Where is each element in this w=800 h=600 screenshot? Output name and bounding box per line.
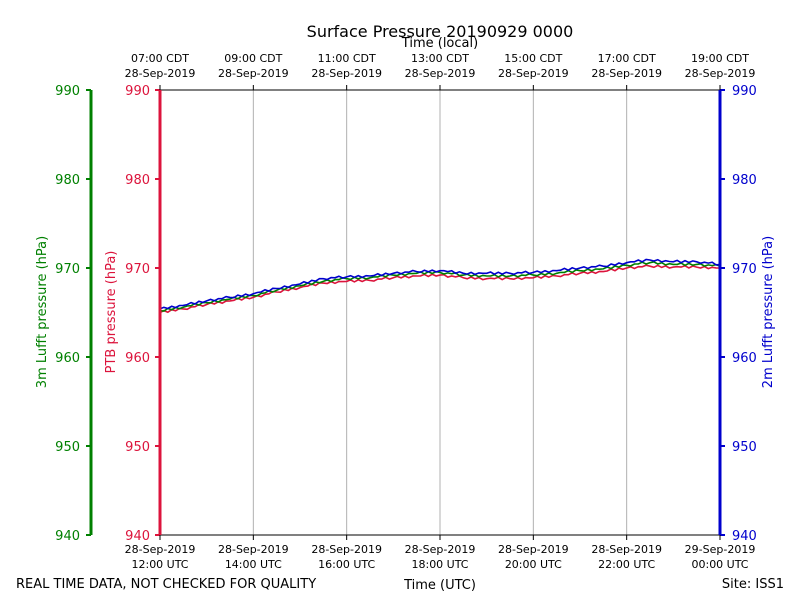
chart-title: Surface Pressure 20190929 0000 (307, 22, 574, 41)
y-axis-label-3m-lufft: 3m Lufft pressure (hPa) (35, 236, 50, 388)
top-tick-label-time: 15:00 CDT (504, 52, 562, 65)
y-tick-label-2m-lufft: 980 (732, 173, 757, 188)
x-tick-label-time: 22:00 UTC (598, 558, 655, 571)
y-tick-label-3m-lufft: 970 (55, 262, 80, 277)
series-line-3m (159, 261, 721, 312)
y-axis-label-ptb: PTB pressure (hPa) (104, 251, 119, 374)
x-tick-label-date: 28-Sep-2019 (591, 543, 662, 556)
y-tick-label-ptb: 980 (125, 173, 150, 188)
y-tick-label-ptb: 990 (125, 84, 150, 99)
y-tick-label-2m-lufft: 950 (732, 440, 757, 455)
y-tick-label-ptb: 970 (125, 262, 150, 277)
x-tick-label-time: 18:00 UTC (411, 558, 468, 571)
top-tick-label-date: 28-Sep-2019 (498, 67, 569, 80)
y-tick-label-3m-lufft: 960 (55, 351, 80, 366)
gridlines (252, 90, 628, 535)
y-tick-label-ptb: 960 (125, 351, 150, 366)
y-tick-label-ptb: 940 (125, 529, 150, 544)
x-tick-label-date: 28-Sep-2019 (125, 543, 196, 556)
y-tick-label-3m-lufft: 940 (55, 529, 80, 544)
top-tick-label-time: 19:00 CDT (691, 52, 749, 65)
x-tick-label-time: 14:00 UTC (225, 558, 282, 571)
top-tick-label-date: 28-Sep-2019 (218, 67, 289, 80)
top-tick-label-date: 28-Sep-2019 (685, 67, 756, 80)
y-tick-label-2m-lufft: 960 (732, 351, 757, 366)
y-tick-label-2m-lufft: 970 (732, 262, 757, 277)
x-tick-label-time: 00:00 UTC (691, 558, 748, 571)
y-tick-label-3m-lufft: 950 (55, 440, 80, 455)
quality-disclaimer: REAL TIME DATA, NOT CHECKED FOR QUALITY (16, 577, 316, 592)
top-tick-label-date: 28-Sep-2019 (591, 67, 662, 80)
series-line-ptb (159, 264, 721, 314)
x-tick-label-date: 28-Sep-2019 (218, 543, 289, 556)
top-tick-label-time: 07:00 CDT (131, 52, 189, 65)
top-axis-label: Time (local) (401, 36, 478, 51)
top-tick-label-time: 13:00 CDT (411, 52, 469, 65)
x-tick-label-time: 12:00 UTC (131, 558, 188, 571)
top-tick-label-time: 09:00 CDT (224, 52, 282, 65)
top-tick-label-time: 11:00 CDT (318, 52, 376, 65)
x-tick-label-date: 28-Sep-2019 (311, 543, 382, 556)
top-tick-label-time: 17:00 CDT (598, 52, 656, 65)
x-tick-label-time: 16:00 UTC (318, 558, 375, 571)
y-tick-label-ptb: 950 (125, 440, 150, 455)
x-tick-label-date: 28-Sep-2019 (405, 543, 476, 556)
x-axis-label: Time (UTC) (403, 578, 476, 593)
y-tick-label-2m-lufft: 940 (732, 529, 757, 544)
x-tick-label-date: 29-Sep-2019 (685, 543, 756, 556)
y-tick-label-2m-lufft: 990 (732, 84, 757, 99)
site-label: Site: ISS1 (722, 577, 784, 592)
series-lines (159, 258, 721, 314)
x-tick-label-date: 28-Sep-2019 (498, 543, 569, 556)
series-line-2m (159, 258, 721, 310)
y-tick-label-3m-lufft: 990 (55, 84, 80, 99)
top-tick-label-date: 28-Sep-2019 (311, 67, 382, 80)
x-tick-label-time: 20:00 UTC (505, 558, 562, 571)
axes: 940 940 940 950 950 950 960 960 960 970 970 970 980 9… (55, 52, 757, 571)
top-tick-label-date: 28-Sep-2019 (125, 67, 196, 80)
y-tick-label-3m-lufft: 980 (55, 173, 80, 188)
top-tick-label-date: 28-Sep-2019 (405, 67, 476, 80)
y-axis-label-2m-lufft: 2m Lufft pressure (hPa) (761, 236, 776, 388)
